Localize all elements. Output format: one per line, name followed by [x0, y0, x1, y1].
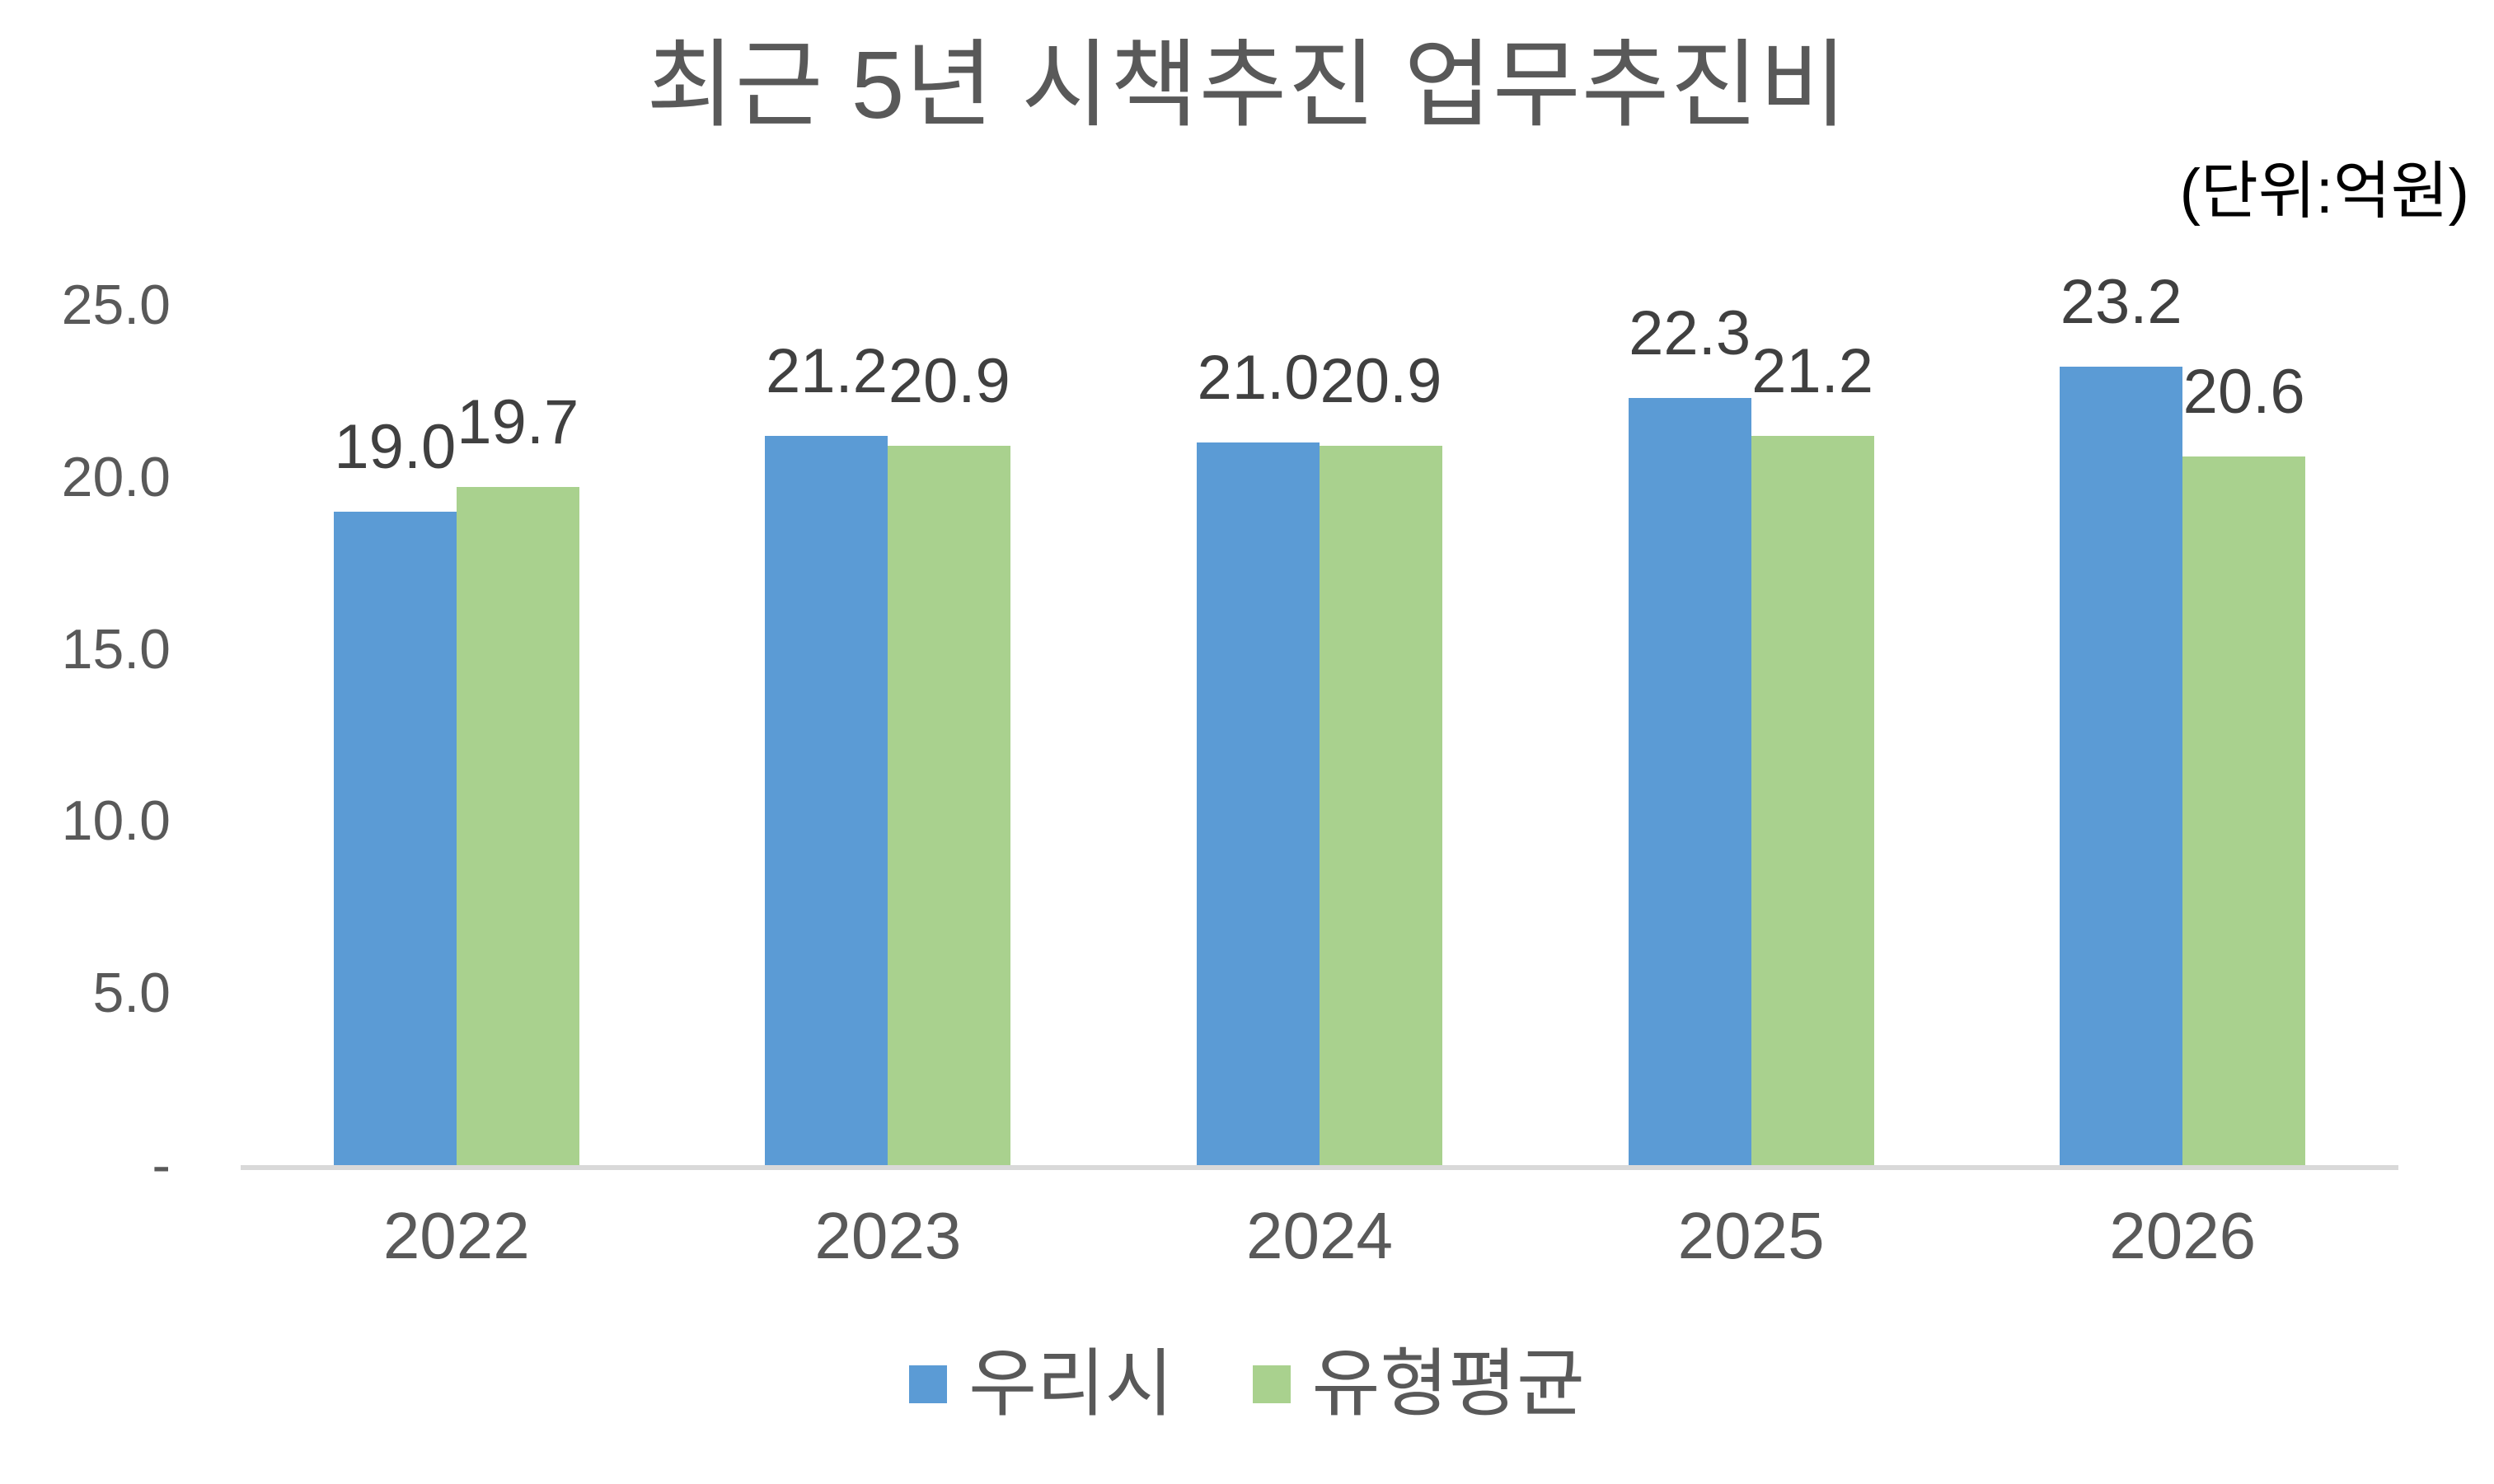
unit-label: (단위:억원): [2179, 157, 2469, 227]
y-axis: 25.0 20.0 15.0 10.0 5.0 -: [0, 0, 171, 1484]
bar-2026-series1: [2060, 367, 2183, 1165]
y-axis-label-5: 5.0: [92, 962, 171, 1025]
bar-2024-series2: [1319, 446, 1442, 1165]
value-label-2023-series2: 20.9: [888, 346, 1010, 417]
legend-swatch-icon: [909, 1365, 948, 1403]
value-label-2023-series1: 21.2: [765, 335, 888, 406]
value-label-2025-series1: 22.3: [1629, 297, 1751, 368]
x-axis-line: [241, 1165, 2398, 1170]
legend-item-series2: 유형평균: [1252, 1343, 1585, 1425]
x-axis-label-2023: 2023: [814, 1199, 962, 1272]
bar-2023-series1: [765, 435, 888, 1165]
y-axis-label-20: 20.0: [61, 445, 171, 508]
bar-2022-series2: [456, 487, 579, 1165]
legend-item-series1: 우리시: [909, 1343, 1174, 1425]
y-axis-label-0: -: [152, 1134, 171, 1196]
value-label-2026-series2: 20.6: [2182, 356, 2305, 427]
value-label-2022-series1: 19.0: [334, 411, 457, 482]
y-axis-label-15: 15.0: [61, 617, 171, 681]
bar-2022-series1: [333, 511, 457, 1165]
x-axis-label-2025: 2025: [1677, 1199, 1825, 1272]
legend-swatch-icon: [1252, 1365, 1291, 1403]
bar-group-2023: 21.2 20.9: [673, 305, 1104, 1165]
value-label-2025-series2: 21.2: [1751, 335, 1874, 406]
chart-title: 최근 5년 시책추진 업무추진비: [646, 31, 1848, 138]
value-label-2026-series1: 23.2: [2060, 267, 2182, 338]
bar-group-2025: 22.3 21.2: [1535, 297, 1967, 1165]
y-axis-label-25: 25.0: [61, 274, 171, 336]
bar-group-2022: 19.0 19.7: [241, 305, 673, 1165]
bar-2024-series1: [1197, 442, 1320, 1165]
value-label-2024-series2: 20.9: [1320, 346, 1442, 417]
bar-2023-series2: [888, 446, 1011, 1165]
legend-label-series1: 우리시: [968, 1343, 1174, 1425]
x-axis: 2022 2023 2024 2025 2026: [241, 1199, 2398, 1273]
legend-label-series2: 유형평균: [1311, 1343, 1585, 1425]
value-label-2022-series2: 19.7: [457, 387, 579, 458]
x-axis-label-2024: 2024: [1246, 1199, 1393, 1272]
bar-2025-series2: [1751, 435, 1874, 1165]
bar-group-2024: 21.0 20.9: [1104, 305, 1535, 1165]
x-axis-label-2026: 2026: [2109, 1199, 2257, 1272]
value-label-2024-series1: 21.0: [1197, 343, 1320, 414]
x-axis-label-2022: 2022: [382, 1199, 530, 1272]
bar-group-2026: 23.2 20.6: [1967, 271, 2398, 1165]
plot-area: 19.0 19.7 21.2 20.9 21.0 20.9 22.3 21.2 23.2 20.6: [241, 271, 2398, 1165]
bar-2025-series1: [1628, 397, 1751, 1165]
bar-2026-series2: [2182, 456, 2306, 1165]
legend: 우리시 유형평균: [0, 1339, 2494, 1430]
y-axis-label-10: 10.0: [61, 789, 171, 853]
